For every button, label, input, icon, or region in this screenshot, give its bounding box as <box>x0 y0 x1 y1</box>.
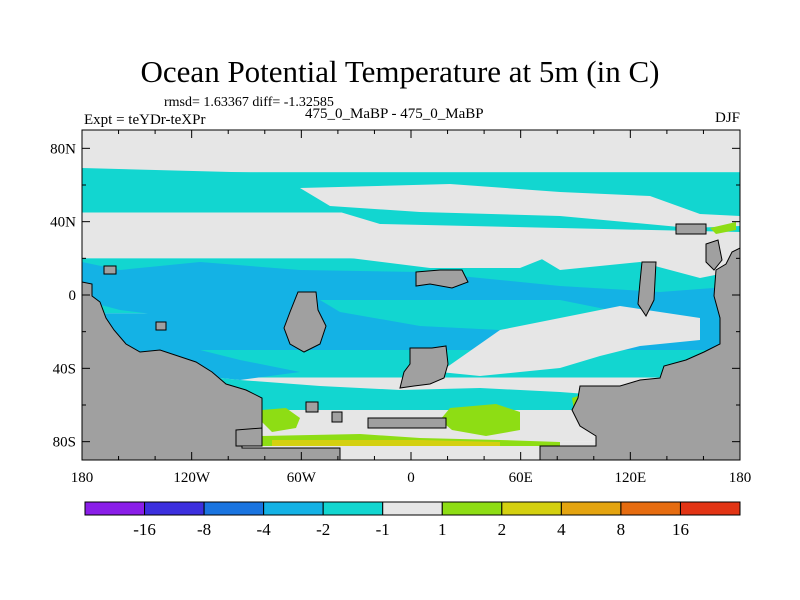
land-6 <box>637 261 657 317</box>
colorbar-swatch <box>620 501 681 516</box>
land-9 <box>305 401 319 413</box>
east-white-blob <box>540 232 740 278</box>
colorbar-label: 1 <box>438 520 447 539</box>
colorbar-swatch <box>322 501 384 516</box>
colorbar-label: -1 <box>376 520 390 539</box>
colorbar-swatch <box>560 501 622 516</box>
y-tick-label: 80S <box>53 435 76 451</box>
land-3 <box>415 269 469 289</box>
x-tick-label: 180 <box>71 470 94 486</box>
colorbar-swatch <box>679 501 741 516</box>
y-tick-label: 80N <box>50 141 76 157</box>
green-patch-3 <box>710 222 736 234</box>
colorbar-label: -8 <box>197 520 211 539</box>
colorbar-swatch <box>382 501 443 516</box>
x-tick-label: 120E <box>614 470 646 486</box>
north-white-patch <box>300 184 740 228</box>
y-tick-label: 40S <box>53 361 76 377</box>
land-2 <box>399 345 449 389</box>
colorbar-label: 16 <box>672 520 689 539</box>
colorbar-swatch <box>84 501 146 516</box>
colorbar-swatch <box>263 501 324 516</box>
green-patch-1 <box>440 404 520 436</box>
colorbar-label: -4 <box>257 520 272 539</box>
x-tick-label: 120W <box>173 470 211 486</box>
experiment-names-label: 475_0_MaBP - 475_0_MaBP <box>305 106 484 122</box>
chart-title: Ocean Potential Temperature at 5m (in C) <box>140 54 660 89</box>
land-12 <box>103 265 117 275</box>
colorbar-swatch <box>441 501 503 516</box>
land-8 <box>235 427 263 447</box>
land-11 <box>367 417 447 429</box>
colorbar-swatch <box>144 501 205 516</box>
stats-label: rmsd= 1.63367 diff= -1.32585 <box>164 95 334 110</box>
x-tick-label: 0 <box>407 470 415 486</box>
colorbar-label: 8 <box>617 520 626 539</box>
x-tick-label: 60W <box>287 470 317 486</box>
x-tick-label: 180 <box>729 470 752 486</box>
land-7 <box>705 239 723 271</box>
atlantic-white-blob <box>320 228 560 268</box>
land-5 <box>539 247 741 461</box>
season-label: DJF <box>714 110 740 126</box>
south-white-tongue <box>440 306 700 376</box>
land-1 <box>283 291 327 353</box>
land-4 <box>675 223 707 235</box>
land-0 <box>81 281 341 461</box>
colorbar-label: 4 <box>557 520 566 539</box>
y-tick-label: 0 <box>69 288 77 304</box>
land-13 <box>155 321 167 331</box>
experiment-label: Expt = teYDr-teXPr <box>84 112 206 128</box>
y-tick-label: 40N <box>50 215 76 231</box>
green-patch-0 <box>262 408 300 432</box>
colorbar-swatch <box>203 501 265 516</box>
south-blue-strip <box>82 338 300 380</box>
colorbar-label: -2 <box>316 520 330 539</box>
colorbar-swatch <box>501 501 562 516</box>
yellow-strip <box>272 440 500 446</box>
colorbar-label: -16 <box>133 520 156 539</box>
land-10 <box>331 411 343 423</box>
colorbar-label: 2 <box>498 520 507 539</box>
x-tick-label: 60E <box>509 470 533 486</box>
